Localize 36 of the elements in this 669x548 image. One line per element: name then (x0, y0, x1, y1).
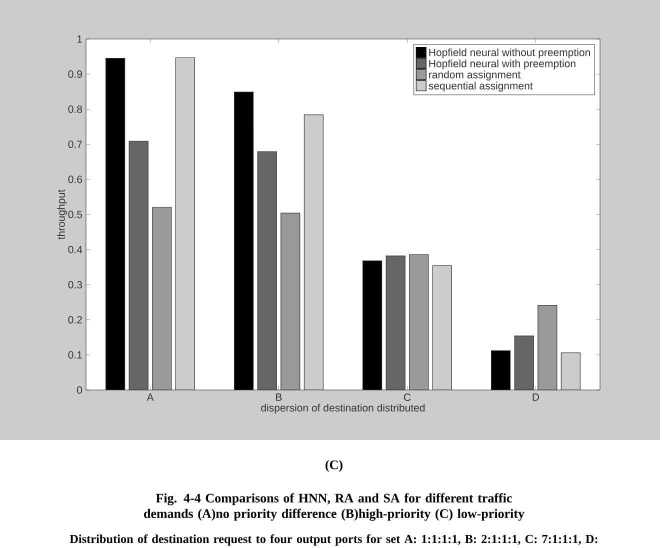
legend-label: Hopfield neural without preemption (429, 48, 590, 58)
bar (257, 151, 277, 390)
y-tick-label: 0.2 (68, 316, 82, 324)
y-tick-label: 0 (77, 386, 82, 394)
legend-label: random assignment (429, 70, 521, 80)
x-axis-title: dispersion of destination distributed (261, 404, 425, 414)
y-tick-label: 0.8 (68, 105, 82, 113)
y-tick-label: 0.1 (68, 351, 82, 359)
x-tick-label: B (276, 394, 282, 401)
caption: Fig. 4-4 Comparisons of HNN, RA and SA for different traffic demands (A)no priority difference (B)high-priority (C) low-priority (144, 493, 524, 521)
bar (432, 265, 452, 390)
bar (280, 212, 300, 390)
x-tick-label: D (532, 394, 540, 401)
y-tick-label: 0.9 (68, 70, 82, 78)
y-tick-label: 0.5 (68, 210, 82, 218)
y-tick-label: 0.4 (68, 246, 82, 254)
bar (152, 206, 172, 390)
bar (175, 57, 196, 390)
bar (538, 305, 558, 390)
bar (386, 256, 406, 390)
y-tick-label: 0.6 (68, 176, 82, 184)
bar (409, 254, 429, 390)
x-tick-label: C (404, 394, 411, 401)
y-axis-title: throughput (57, 189, 68, 240)
y-tick-label: 0.7 (68, 140, 82, 148)
text: (C) (326, 460, 342, 472)
y-tick-label: 1 (77, 35, 82, 43)
x-tick-label: A (146, 394, 154, 401)
bar (560, 352, 580, 390)
text: Distribution of destination request to four output ports for set A: 1:1:1:1, B: 2:1:1:1, C: 7:1:1:1, D: (70, 534, 598, 546)
bar (304, 114, 324, 390)
bar (128, 140, 148, 390)
bar (514, 336, 534, 390)
y-tick-label: 0.3 (68, 280, 82, 288)
legend-label: Hopfield neural with preemption (429, 60, 576, 70)
legend-label: sequential assignment (428, 82, 533, 92)
